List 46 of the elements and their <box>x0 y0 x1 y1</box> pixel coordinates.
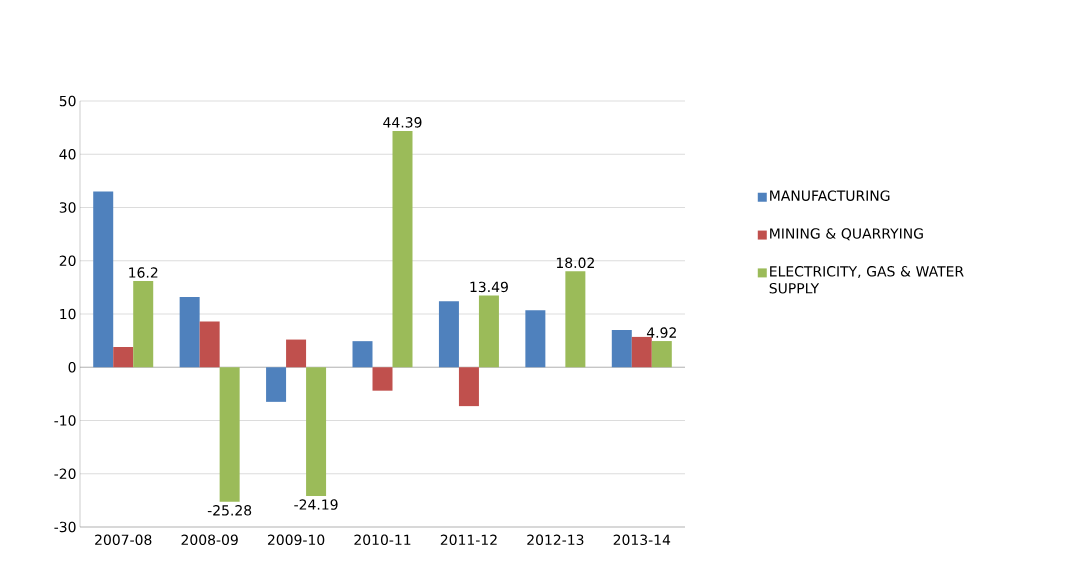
legend-label: MINING & QUARRYING <box>770 228 923 241</box>
x-tick-label: 2007-08 <box>95 534 152 546</box>
x-tick-label: 2011-12 <box>440 534 497 546</box>
y-tick-label: 10 <box>60 308 76 320</box>
bar <box>525 310 546 368</box>
x-tick-label: 2009-10 <box>267 534 325 546</box>
x-tick-label: 2012-13 <box>527 534 584 546</box>
y-tick-label: -20 <box>54 468 76 480</box>
bar <box>438 301 459 368</box>
y-tick-label: 20 <box>59 255 76 267</box>
bar <box>306 367 327 497</box>
y-tick-label: 40 <box>59 148 76 160</box>
y-tick-label: -30 <box>54 521 76 533</box>
bar <box>93 191 114 368</box>
data-label: -25.28 <box>207 505 252 516</box>
data-label: 18.02 <box>556 257 594 269</box>
y-tick-label: 30 <box>59 202 76 213</box>
data-label: 44.39 <box>383 117 422 128</box>
bar <box>266 367 287 402</box>
data-label: 16.2 <box>129 267 158 278</box>
bar <box>458 367 479 407</box>
x-tick-label: 2010-11 <box>354 534 411 546</box>
bar <box>392 130 413 368</box>
bar <box>113 347 134 368</box>
bar <box>651 341 672 368</box>
bar <box>133 280 154 368</box>
bar <box>352 341 373 368</box>
bar <box>631 336 652 368</box>
bar <box>611 329 632 368</box>
data-label: 4.92 <box>646 327 676 338</box>
bar <box>286 339 307 368</box>
x-tick-label: 2013-14 <box>613 534 671 546</box>
legend-label: MANUFACTURING <box>770 190 890 201</box>
bar <box>478 295 499 368</box>
legend-label: ELECTRICITY, GAS & WATER SUPPLY <box>769 266 964 294</box>
x-tick-label: 2008-09 <box>181 534 238 546</box>
data-label: 13.49 <box>470 281 508 293</box>
bar <box>179 296 200 368</box>
bar <box>199 321 220 368</box>
data-label: -24.19 <box>294 499 338 510</box>
bar <box>219 367 240 502</box>
bar <box>565 271 586 368</box>
y-tick-label: 50 <box>59 95 76 107</box>
y-tick-label: -10 <box>54 415 76 426</box>
y-tick-label: 0 <box>68 361 76 373</box>
bar <box>372 367 393 391</box>
